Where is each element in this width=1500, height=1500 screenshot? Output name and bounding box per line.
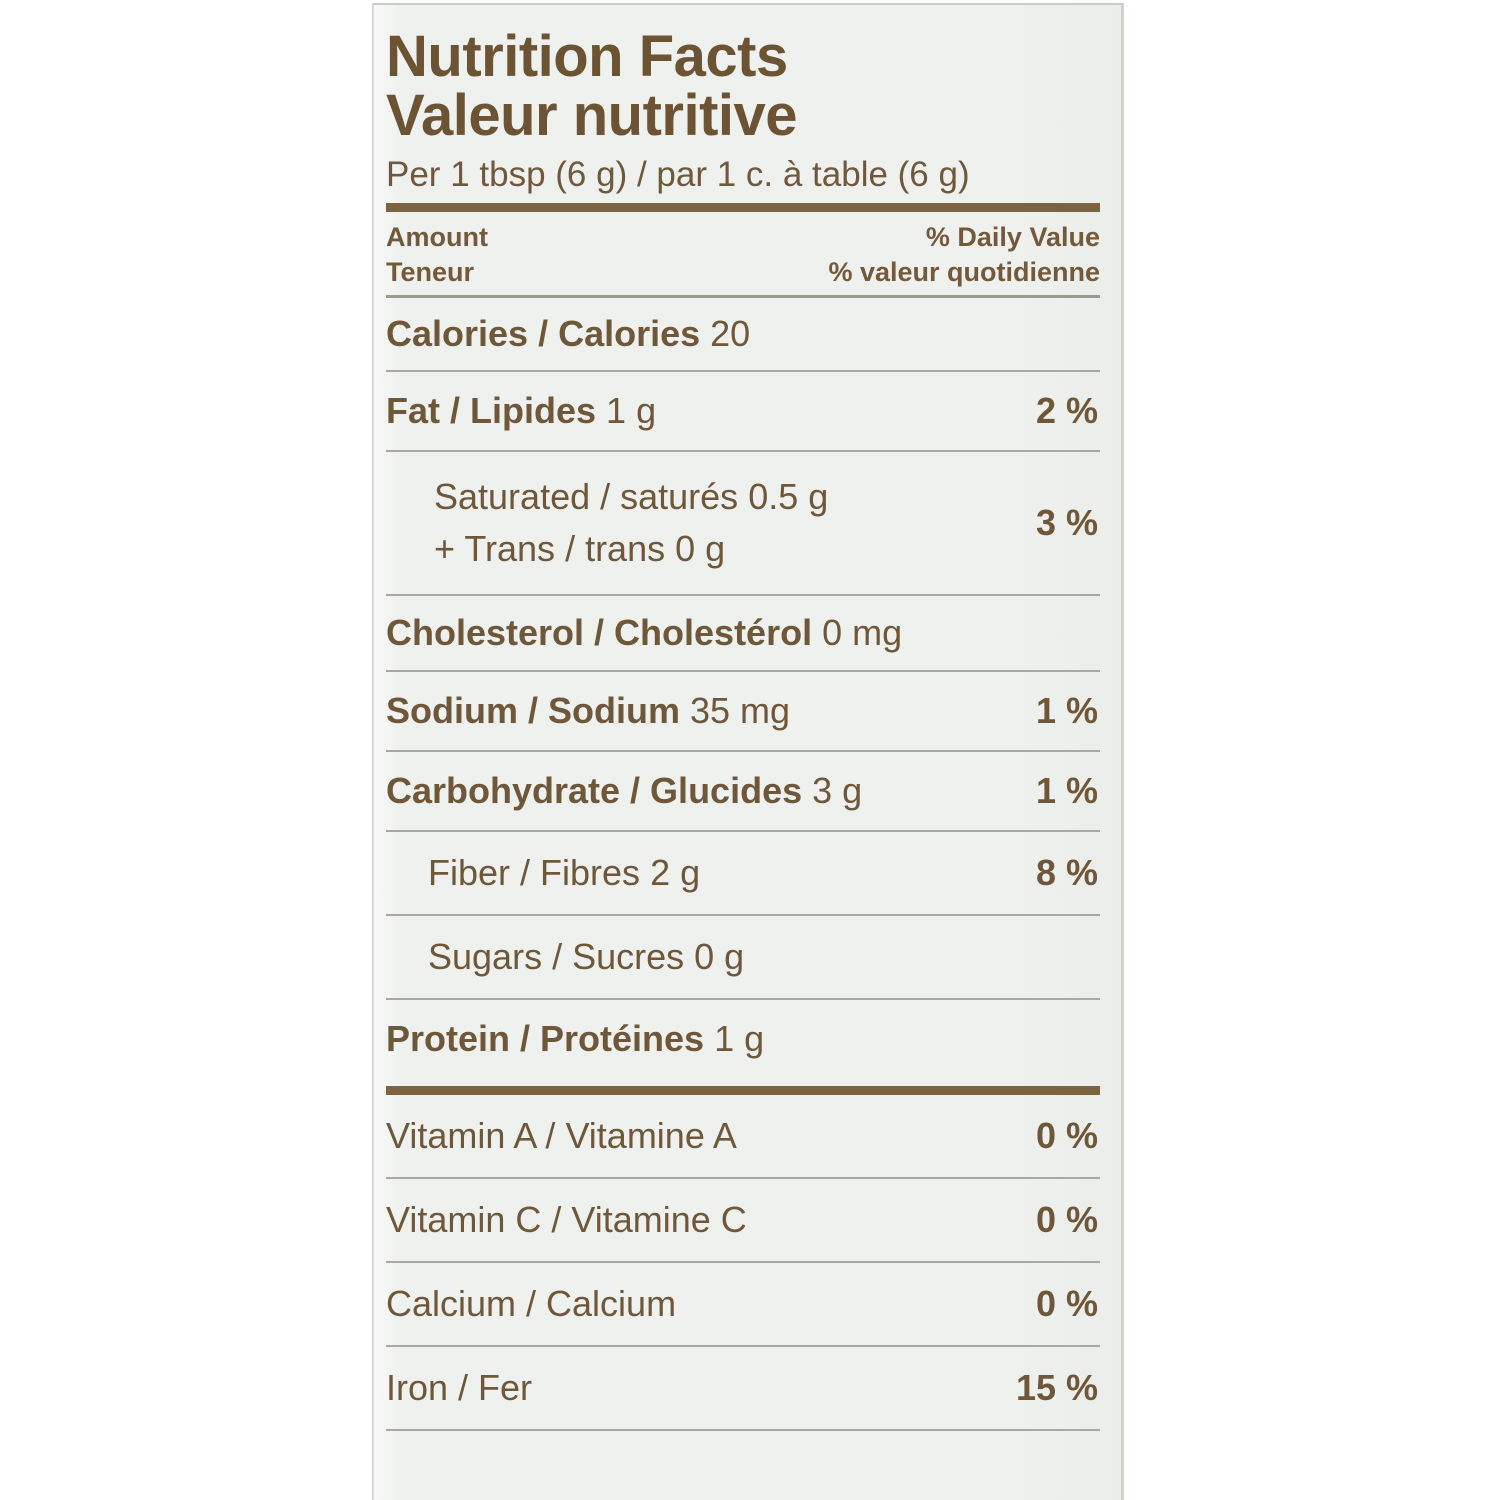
calcium-dv: 0 %: [1035, 1283, 1098, 1325]
divider-above-sugars: [386, 914, 1100, 917]
daily-value-label-fr: % valeur quotidienne: [828, 256, 1100, 287]
divider-above-fat: [386, 370, 1100, 373]
sodium-name: Sodium / Sodium: [386, 690, 680, 732]
amount-label-fr: Teneur: [386, 256, 475, 287]
serving-size: Per 1 tbsp (6 g) / par 1 c. à table (6 g…: [386, 155, 970, 195]
divider-above-sodium: [386, 670, 1100, 673]
fat-dv: 2 %: [1035, 390, 1098, 432]
table-row-fat: Fat / Lipides 1 g 2 %: [386, 372, 1100, 450]
divider-above-calories: [386, 295, 1100, 299]
divider-above-saturated: [386, 450, 1100, 453]
divider-thick-top: [386, 203, 1100, 213]
vitamin-c-name: Vitamin C / Vitamine C: [386, 1199, 747, 1241]
nutrition-facts-title-fr: Valeur nutritive: [386, 83, 798, 149]
saturated-value: 0.5 g: [748, 476, 829, 518]
calories-name: Calories / Calories: [386, 313, 701, 355]
sugars-value: 0 g: [694, 936, 745, 978]
divider-above-carbohydrate: [386, 750, 1100, 753]
table-row-calcium: Calcium / Calcium 0 %: [386, 1263, 1100, 1345]
table-row-fiber: Fiber / Fibres 2 g 8 %: [386, 832, 1100, 914]
divider-above-vitamin-c: [386, 1177, 1100, 1180]
divider-above-calcium: [386, 1261, 1100, 1264]
divider-above-cholesterol: [386, 594, 1100, 597]
sodium-value: 35 mg: [690, 690, 791, 732]
fiber-value: 2 g: [650, 852, 701, 894]
table-row-saturated: Saturated / saturés 0.5 g + Trans / tran…: [386, 452, 1100, 594]
table-row-cholesterol: Cholesterol / Cholestérol 0 mg: [386, 596, 1100, 670]
nutrition-facts-title-en: Nutrition Facts: [386, 24, 788, 89]
calcium-name: Calcium / Calcium: [386, 1283, 677, 1325]
table-row-sugars: Sugars / Sucres 0 g: [386, 916, 1100, 998]
divider-bottom: [386, 1429, 1100, 1432]
protein-name: Protein / Protéines: [386, 1018, 705, 1060]
carbohydrate-value: 3 g: [812, 770, 863, 812]
carbohydrate-name: Carbohydrate / Glucides: [386, 770, 803, 812]
vitamin-a-dv: 0 %: [1035, 1115, 1098, 1157]
trans-fat-line: + Trans / trans 0 g: [434, 528, 726, 570]
protein-value: 1 g: [714, 1018, 765, 1060]
vitamin-a-name: Vitamin A / Vitamine A: [386, 1115, 737, 1157]
vitamin-c-dv: 0 %: [1035, 1199, 1098, 1241]
table-row-calories: Calories / Calories 20: [386, 298, 1100, 370]
cholesterol-name: Cholesterol / Cholestérol: [386, 612, 813, 654]
table-row-sodium: Sodium / Sodium 35 mg 1 %: [386, 672, 1100, 750]
iron-dv: 15 %: [1015, 1367, 1098, 1409]
fat-value: 1 g: [606, 390, 657, 432]
saturated-dv: 3 %: [1035, 502, 1098, 544]
fiber-dv: 8 %: [1035, 852, 1098, 894]
calories-value: 20: [710, 313, 751, 355]
carbohydrate-dv: 1 %: [1035, 770, 1098, 812]
sugars-name: Sugars / Sucres: [428, 936, 685, 978]
cholesterol-value: 0 mg: [822, 612, 903, 654]
table-row-carbohydrate: Carbohydrate / Glucides 3 g 1 %: [386, 752, 1100, 830]
sodium-dv: 1 %: [1035, 690, 1098, 732]
saturated-name: Saturated / saturés: [434, 476, 739, 518]
table-row-vitamin-c: Vitamin C / Vitamine C 0 %: [386, 1179, 1100, 1261]
amount-label-en: Amount: [386, 222, 488, 253]
fat-name: Fat / Lipides: [386, 390, 597, 432]
divider-above-fiber: [386, 830, 1100, 833]
iron-name: Iron / Fer: [386, 1367, 533, 1409]
nutrition-facts-panel: Nutrition Facts Valeur nutritive Per 1 t…: [372, 3, 1124, 1500]
table-row-protein: Protein / Protéines 1 g: [386, 1000, 1100, 1078]
daily-value-label-en: % Daily Value: [925, 222, 1100, 253]
amount-daily-value-header: Amount Teneur % Daily Value % valeur quo…: [386, 212, 1100, 295]
divider-thick-vitamins: [386, 1086, 1100, 1096]
fiber-name: Fiber / Fibres: [428, 852, 641, 894]
divider-above-protein: [386, 998, 1100, 1001]
table-row-vitamin-a: Vitamin A / Vitamine A 0 %: [386, 1095, 1100, 1177]
divider-above-iron: [386, 1345, 1100, 1348]
table-row-iron: Iron / Fer 15 %: [386, 1347, 1100, 1429]
